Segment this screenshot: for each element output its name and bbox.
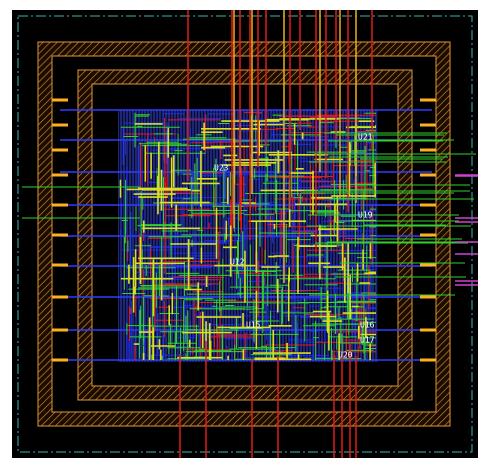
cell-label: U17 bbox=[360, 336, 375, 345]
side-wires bbox=[22, 132, 476, 296]
io-wires-yellow bbox=[233, 10, 357, 283]
cell-label: U23 bbox=[214, 164, 229, 173]
cell-label: U12 bbox=[230, 258, 245, 267]
routing bbox=[22, 10, 478, 458]
side-wires-magenta bbox=[455, 174, 478, 286]
outer-pad-ring bbox=[37, 41, 451, 427]
signal-routes bbox=[124, 111, 376, 360]
cell-label: U16 bbox=[360, 321, 375, 330]
cell-label: U19 bbox=[358, 211, 373, 220]
cell-labels: U21 U23 U19 U12 U15 U16 U17 U20 bbox=[214, 133, 375, 360]
die-boundary bbox=[17, 15, 473, 453]
signal-routes bbox=[120, 112, 376, 360]
pad-stubs bbox=[52, 98, 436, 362]
io-wires-red bbox=[179, 10, 373, 458]
cell-label: U20 bbox=[338, 351, 353, 360]
cell-label: U21 bbox=[358, 133, 373, 142]
cell-label: U15 bbox=[246, 321, 261, 330]
